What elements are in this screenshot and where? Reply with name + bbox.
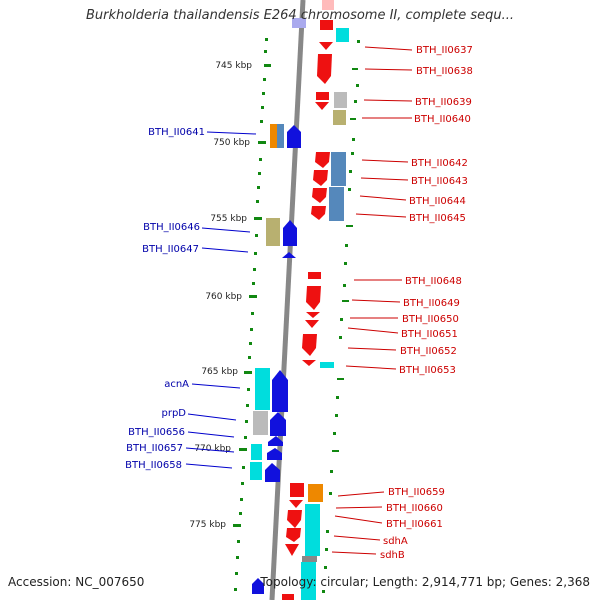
gene-label: BTH_II0657 <box>126 443 183 454</box>
gene-label: BTH_II0656 <box>128 427 185 438</box>
gene-label: BTH_II0652 <box>400 346 457 357</box>
scale-label: 770 kbp <box>194 444 231 454</box>
gene-label: prpD <box>161 408 186 419</box>
gene-label: BTH_II0642 <box>411 158 468 169</box>
chromosome-backbone <box>269 0 306 600</box>
accession-label: Accession: NC_007650 <box>8 575 145 589</box>
gene-label: BTH_II0650 <box>402 314 459 325</box>
scale-labels: 745 kbp 750 kbp 755 kbp 760 kbp 765 kbp … <box>189 61 252 530</box>
genome-summary: Topology: circular; Length: 2,914,771 bp… <box>260 575 590 589</box>
scale-ring <box>233 38 271 591</box>
forward-annotations <box>301 28 349 600</box>
scale-label: 745 kbp <box>215 61 252 71</box>
gene-label: BTH_II0648 <box>405 276 462 287</box>
reverse-annotations <box>250 124 284 480</box>
gene-label: BTH_II0643 <box>411 176 468 187</box>
gene-label: BTH_II0649 <box>403 298 460 309</box>
forward-genes <box>282 0 334 600</box>
gene-label: BTH_II0658 <box>125 460 182 471</box>
scale-label: 750 kbp <box>213 138 250 148</box>
gene-label: BTH_II0660 <box>386 503 443 514</box>
gene-label: BTH_II0647 <box>142 244 199 255</box>
gene-label: BTH_II0653 <box>399 365 456 376</box>
scale-label: 760 kbp <box>205 292 242 302</box>
outer-ring <box>322 40 360 593</box>
gene-label: acnA <box>164 379 189 390</box>
gene-label: BTH_II0637 <box>416 45 473 56</box>
gene-label: BTH_II0661 <box>386 519 443 530</box>
left-gene-labels: BTH_II0641 BTH_II0646 BTH_II0647 acnA pr… <box>125 127 205 471</box>
scale-label: 765 kbp <box>201 367 238 377</box>
right-leader-lines <box>331 46 413 555</box>
gene-label: BTH_II0641 <box>148 127 205 138</box>
right-gene-labels: BTH_II0637 BTH_II0638 BTH_II0639 BTH_II0… <box>380 45 473 561</box>
gene-label: sdhB <box>380 550 405 561</box>
left-leader-lines <box>185 131 257 469</box>
gene-label: BTH_II0646 <box>143 222 200 233</box>
gene-label: BTH_II0639 <box>415 97 472 108</box>
gene-label: BTH_II0640 <box>414 114 471 125</box>
map-title: Burkholderia thailandensis E264 chromoso… <box>85 8 515 23</box>
gene-label: BTH_II0645 <box>409 213 466 224</box>
gene-label: BTH_II0651 <box>401 329 458 340</box>
scale-label: 775 kbp <box>189 520 226 530</box>
gene-label: BTH_II0638 <box>416 66 473 77</box>
reverse-genes <box>252 18 306 594</box>
scale-label: 755 kbp <box>210 214 247 224</box>
gene-label: sdhA <box>383 536 408 547</box>
gene-label: BTH_II0644 <box>409 196 466 207</box>
gene-label: BTH_II0659 <box>388 487 445 498</box>
